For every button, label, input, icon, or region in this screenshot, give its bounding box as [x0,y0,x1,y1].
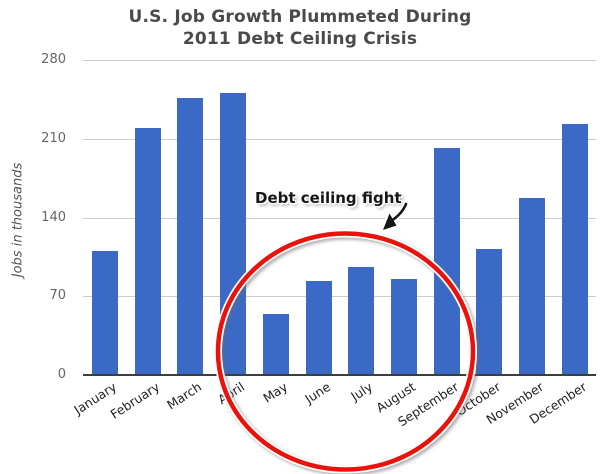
down-left-arrow-icon [381,201,409,232]
bar-july [348,267,375,375]
y-tick-70: 70 [49,288,66,304]
bar-october [476,249,503,375]
chart-title-line2: 2011 Debt Ceiling Crisis [182,29,418,49]
chart-title: U.S. Job Growth Plummeted During 2011 De… [0,6,600,50]
bar-november [519,198,545,375]
x-axis-line [83,374,596,376]
gridline-210 [83,138,596,140]
y-tick-210: 210 [41,130,66,146]
chart-title-line1: U.S. Job Growth Plummeted During [128,7,472,27]
gridline-140 [83,217,596,219]
y-tick-0: 0 [57,367,66,382]
bar-march [177,98,204,375]
bar-december [561,124,588,375]
bar-february [134,127,161,375]
gridline-70 [83,296,596,298]
bar-january [92,251,118,375]
bar-august [390,279,417,375]
bar-may [262,314,289,375]
y-tick-280: 280 [41,52,66,67]
highlight-ellipse [214,229,477,474]
bar-september [433,147,460,375]
y-tick-140: 140 [41,209,66,225]
bar-june [305,280,332,375]
annotation-debt-ceiling-fight: Debt ceiling fight [255,189,402,207]
gridline-280 [83,60,596,61]
